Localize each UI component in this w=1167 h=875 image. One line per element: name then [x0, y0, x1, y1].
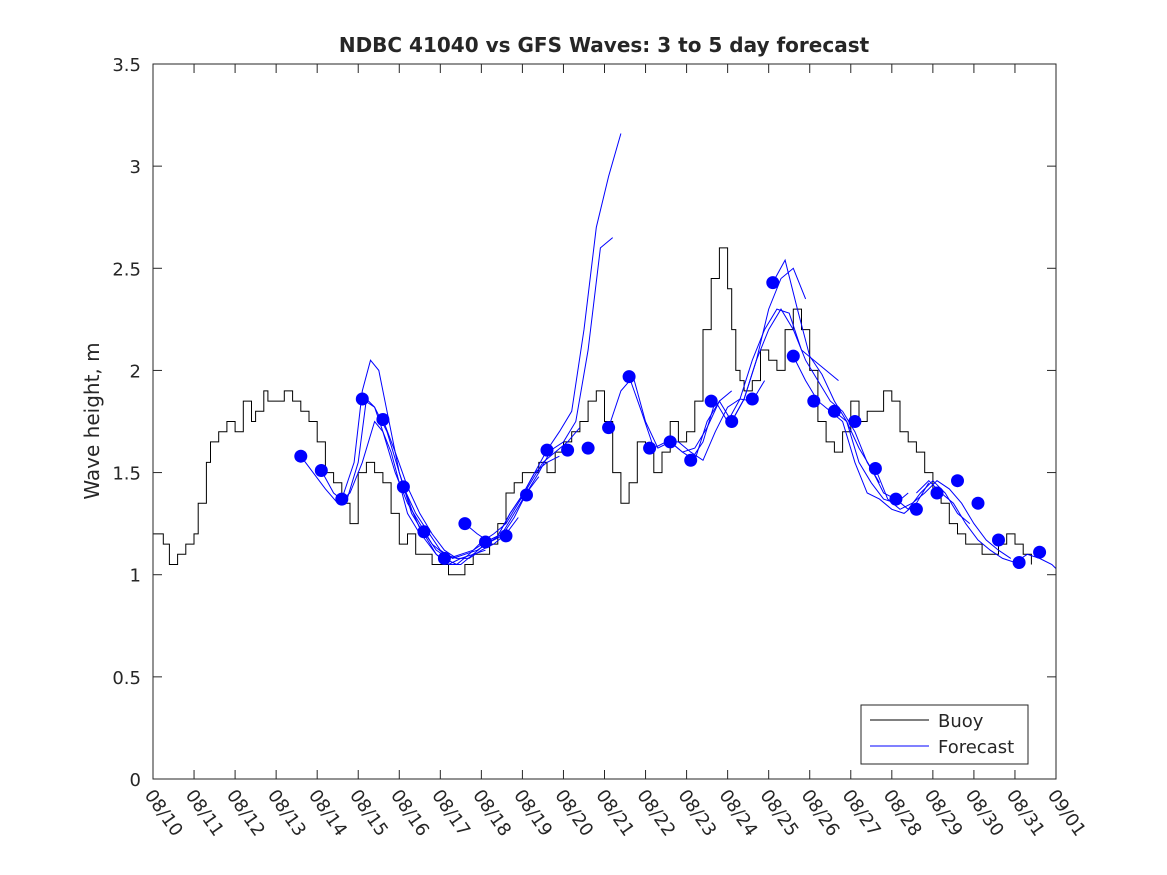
forecast-point	[786, 349, 800, 363]
forecast-point	[1012, 556, 1026, 569]
forecast-point	[643, 441, 657, 455]
forecast-point	[376, 413, 390, 426]
forecast-points	[294, 276, 1047, 569]
forecast-point	[499, 529, 513, 543]
forecast-point	[745, 392, 759, 406]
forecast-point	[807, 394, 821, 408]
y-tick-label: 3.5	[112, 55, 141, 76]
forecast-point	[437, 551, 451, 565]
forecast-point	[930, 486, 944, 500]
forecast-point	[602, 421, 616, 435]
y-tick-label: 0	[130, 770, 141, 791]
forecast-point	[417, 525, 431, 539]
forecast-point	[951, 474, 964, 488]
forecast-point	[561, 443, 575, 457]
forecast-point	[684, 453, 698, 467]
forecast-point	[1033, 545, 1047, 559]
forecast-run-8	[444, 427, 581, 566]
forecast-run-19	[874, 468, 1012, 559]
forecast-point	[581, 441, 595, 455]
y-tick-label: 3	[130, 157, 141, 178]
y-tick-label: 0.5	[112, 668, 141, 689]
forecast-point	[992, 533, 1005, 547]
y-ticks: 0 0.5 1 1.5 2 2.5 3 3.5	[112, 55, 1056, 791]
legend-box	[860, 704, 1029, 765]
forecast-point	[704, 394, 718, 408]
forecast-run-4	[362, 398, 499, 565]
forecast-run-18	[834, 410, 971, 524]
y-tick-label: 2	[130, 361, 141, 382]
forecast-point	[622, 370, 636, 384]
legend-forecast-label: Forecast	[938, 737, 1014, 758]
y-tick-label: 1.5	[112, 464, 141, 485]
forecast-point	[520, 488, 533, 502]
forecast-point	[458, 517, 472, 531]
forecast-point	[766, 276, 780, 290]
legend: Buoy Forecast	[860, 704, 1029, 765]
y-axis-label: Wave height, m	[80, 342, 104, 499]
forecast-run-10	[485, 133, 622, 543]
forecast-point	[540, 443, 554, 457]
forecast-point	[889, 492, 903, 506]
forecast-point	[909, 502, 923, 516]
buoy-line	[153, 247, 1032, 576]
y-tick-label: 1	[130, 566, 141, 587]
forecast-point	[314, 464, 328, 477]
forecast-point	[848, 415, 862, 428]
forecast-point	[335, 492, 349, 506]
forecast-point	[355, 392, 369, 406]
forecast-point	[971, 496, 985, 510]
legend-buoy-label: Buoy	[938, 711, 984, 732]
forecast-point	[396, 480, 410, 494]
forecast-point	[663, 435, 677, 449]
forecast-point	[827, 404, 841, 418]
forecast-point	[725, 415, 739, 428]
buoy-series	[153, 247, 1032, 576]
forecast-point	[868, 462, 882, 475]
chart-title: NDBC 41040 vs GFS Waves: 3 to 5 day fore…	[339, 33, 870, 57]
forecast-point	[479, 535, 492, 549]
forecast-point	[294, 449, 308, 463]
y-tick-label: 2.5	[112, 259, 141, 280]
forecast-run-15	[731, 308, 880, 484]
